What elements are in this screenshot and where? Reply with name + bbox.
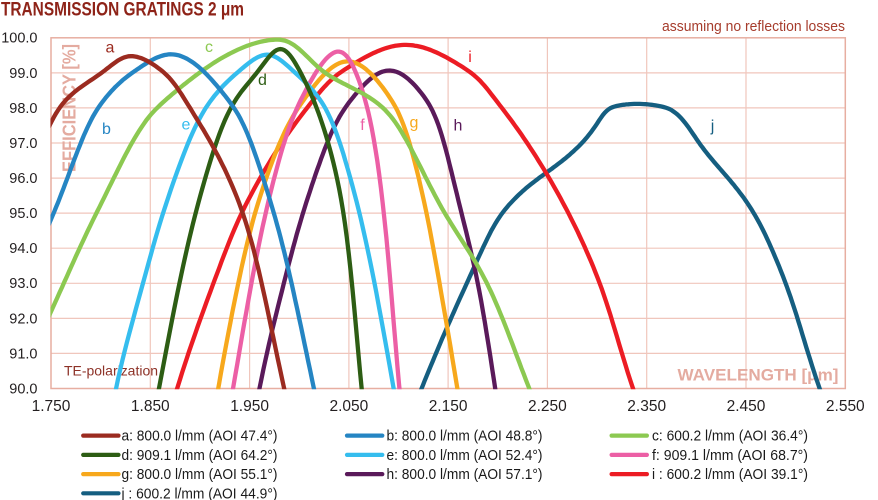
svg-text:b: b bbox=[102, 121, 111, 138]
svg-text:100.0: 100.0 bbox=[1, 31, 37, 47]
svg-text:98.0: 98.0 bbox=[9, 101, 37, 117]
svg-text:i: i bbox=[468, 49, 472, 66]
svg-text:2.150: 2.150 bbox=[429, 398, 468, 415]
svg-text:d: 909.1 l/mm (AOI 64.2°): d: 909.1 l/mm (AOI 64.2°) bbox=[122, 448, 278, 464]
svg-text:96.0: 96.0 bbox=[9, 171, 37, 187]
svg-text:90.0: 90.0 bbox=[9, 381, 37, 397]
svg-text:g: g bbox=[410, 115, 419, 132]
svg-text:1.950: 1.950 bbox=[230, 398, 269, 415]
svg-text:93.0: 93.0 bbox=[9, 276, 37, 292]
svg-text:i : 600.2 l/mm (AOI 39.1°): i : 600.2 l/mm (AOI 39.1°) bbox=[652, 467, 808, 483]
svg-text:2.250: 2.250 bbox=[528, 398, 567, 415]
svg-text:e: 800.0 l/mm (AOI 52.4°): e: 800.0 l/mm (AOI 52.4°) bbox=[387, 448, 543, 464]
svg-text:91.0: 91.0 bbox=[9, 346, 37, 362]
svg-text:WAVELENGTH [μm]: WAVELENGTH [μm] bbox=[678, 366, 839, 385]
svg-text:EFFICIENCY [%]: EFFICIENCY [%] bbox=[60, 44, 80, 172]
svg-text:f: f bbox=[360, 117, 365, 134]
svg-text:1.750: 1.750 bbox=[32, 398, 71, 415]
svg-text:92.0: 92.0 bbox=[9, 311, 37, 327]
svg-text:99.0: 99.0 bbox=[9, 66, 37, 82]
svg-text:b: 800.0 l/mm (AOI 48.8°): b: 800.0 l/mm (AOI 48.8°) bbox=[387, 429, 543, 445]
svg-text:d: d bbox=[258, 72, 267, 89]
svg-text:j : 600.2 l/mm (AOI 44.9°): j : 600.2 l/mm (AOI 44.9°) bbox=[121, 486, 278, 500]
svg-text:2.050: 2.050 bbox=[330, 398, 369, 415]
svg-text:2.450: 2.450 bbox=[727, 398, 766, 415]
svg-text:95.0: 95.0 bbox=[9, 206, 37, 222]
svg-text:TRANSMISSION GRATINGS 2 μm: TRANSMISSION GRATINGS 2 μm bbox=[1, 0, 244, 21]
svg-text:c: c bbox=[205, 39, 213, 56]
svg-text:h: 800.0 l/mm (AOI 57.1°): h: 800.0 l/mm (AOI 57.1°) bbox=[387, 467, 543, 483]
svg-text:94.0: 94.0 bbox=[9, 241, 37, 257]
svg-text:2.550: 2.550 bbox=[826, 398, 865, 415]
svg-text:TE-polarization: TE-polarization bbox=[64, 363, 158, 379]
svg-text:h: h bbox=[454, 118, 463, 135]
svg-text:97.0: 97.0 bbox=[9, 136, 37, 152]
svg-text:c: 600.2 l/mm (AOI 36.4°): c: 600.2 l/mm (AOI 36.4°) bbox=[652, 429, 808, 445]
svg-text:2.350: 2.350 bbox=[627, 398, 666, 415]
svg-text:j: j bbox=[710, 118, 715, 135]
svg-text:g: 800.0 l/mm (AOI 55.1°): g: 800.0 l/mm (AOI 55.1°) bbox=[122, 467, 278, 483]
svg-text:a: 800.0 l/mm (AOI 47.4°): a: 800.0 l/mm (AOI 47.4°) bbox=[122, 429, 278, 445]
svg-text:e: e bbox=[182, 117, 191, 134]
svg-text:a: a bbox=[106, 40, 115, 57]
svg-text:1.850: 1.850 bbox=[131, 398, 170, 415]
svg-text:f: 909.1 l/mm (AOI 68.7°): f: 909.1 l/mm (AOI 68.7°) bbox=[652, 448, 808, 464]
svg-text:assuming no reflection losses: assuming no reflection losses bbox=[662, 18, 845, 35]
